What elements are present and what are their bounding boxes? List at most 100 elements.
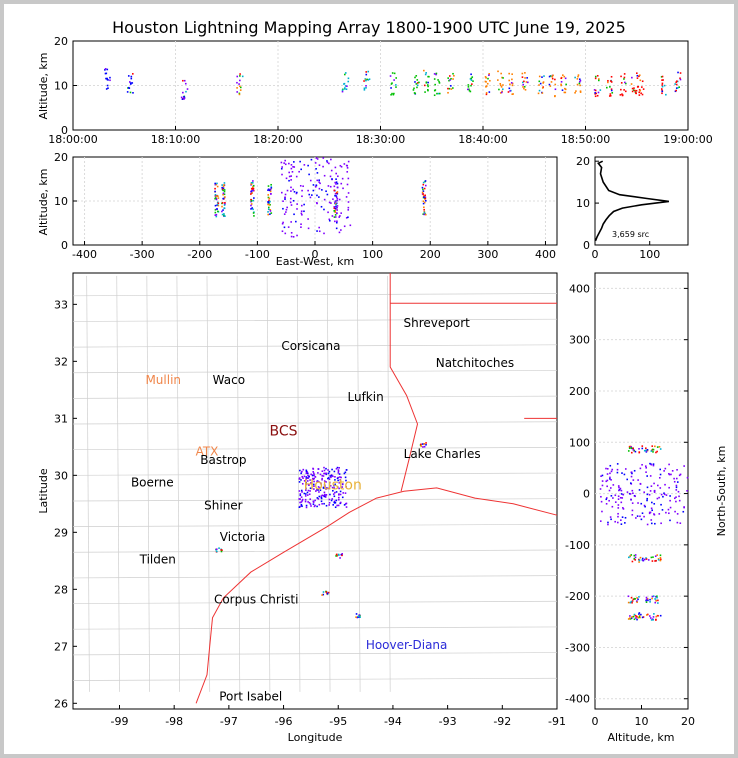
time-source-point: [594, 75, 597, 78]
ew-source-point: [332, 198, 334, 200]
ew-source-point: [251, 187, 254, 190]
ns-source-point: [601, 480, 604, 482]
time-source-point: [395, 84, 397, 86]
ew-source-point: [334, 220, 336, 223]
ns-source-point: [650, 507, 653, 510]
time-source-point: [640, 92, 642, 95]
time-source-point: [497, 70, 499, 73]
time-source-point: [488, 73, 490, 75]
ns-source-point: [641, 463, 643, 466]
time-source-point: [427, 81, 429, 84]
north-south-panel: Altitude, km North-South, km: [594, 272, 728, 744]
map-source-point: [321, 594, 323, 596]
time-y-tick-label: 20: [54, 35, 68, 48]
ew-source-point: [314, 186, 317, 188]
county-boundary: [72, 549, 558, 553]
ns-source-point: [678, 495, 680, 498]
ew-source-point: [301, 195, 303, 198]
ns-source-point: [654, 445, 656, 448]
time-source-point: [363, 89, 366, 91]
time-source-point: [594, 77, 597, 80]
ew-source-point: [318, 230, 321, 233]
time-source-point: [641, 80, 644, 83]
time-source-point: [560, 84, 562, 87]
ns-source-point: [640, 502, 643, 505]
ew-source-point: [214, 182, 216, 185]
ew-source-point: [214, 214, 217, 216]
ns-source-point: [606, 473, 609, 475]
ew-source-point: [214, 194, 217, 196]
ew-source-point: [284, 198, 286, 200]
ew-source-point: [336, 205, 339, 207]
time-source-point: [610, 89, 613, 92]
ew-source-point: [309, 196, 312, 199]
ew-source-point: [284, 193, 287, 196]
time-source-point: [507, 91, 510, 93]
ns-source-point: [655, 615, 658, 618]
time-source-point: [661, 82, 664, 85]
map-source-point: [332, 489, 334, 492]
time-source-point: [679, 72, 682, 74]
ew-source-point: [217, 210, 219, 213]
time-source-point: [564, 87, 566, 90]
ew-source-point: [221, 205, 223, 208]
ns-source-point: [638, 559, 641, 561]
time-source-point: [576, 78, 579, 80]
time-source-point: [552, 74, 554, 77]
time-source-point: [620, 75, 622, 78]
time-source-point: [470, 84, 472, 87]
time-source-point: [527, 81, 529, 84]
ns-source-point: [658, 513, 661, 515]
time-source-point: [674, 83, 676, 85]
time-source-point: [660, 88, 663, 90]
time-source-point: [679, 78, 682, 81]
time-source-point: [548, 75, 551, 78]
county-boundary: [72, 626, 558, 630]
ns-source-point: [627, 595, 630, 598]
ew-source-point: [269, 190, 272, 193]
map-source-point: [327, 469, 329, 471]
ns-source-point: [643, 449, 646, 452]
ew-source-point: [302, 185, 304, 188]
ew-source-point: [307, 189, 309, 192]
time-source-point: [576, 83, 579, 86]
map-source-point: [320, 500, 323, 503]
ew-source-point: [333, 189, 336, 192]
map-source-point: [325, 467, 327, 470]
map-source-point: [341, 554, 343, 557]
ns-source-point: [655, 559, 657, 562]
ns-source-point: [658, 445, 661, 448]
ew-source-point: [221, 188, 224, 191]
ew-source-point: [347, 201, 350, 203]
time-source-point: [665, 93, 667, 96]
map-source-point: [318, 487, 321, 489]
time-source-point: [631, 76, 633, 79]
ew-source-point: [290, 179, 292, 181]
time-source-point: [423, 69, 425, 72]
time-source-point: [678, 86, 680, 88]
time-source-point: [638, 89, 641, 91]
ew-source-point: [424, 180, 427, 182]
ew-x-tick-label: 400: [535, 248, 556, 261]
ew-source-point: [335, 195, 338, 197]
ns-source-point: [619, 496, 622, 499]
time-source-point: [367, 70, 370, 73]
ew-source-point: [330, 169, 333, 172]
map-source-point: [305, 476, 308, 478]
county-boundary: [296, 275, 301, 692]
ew-source-point: [301, 189, 303, 192]
ew-source-point: [293, 166, 296, 168]
ns-source-point: [678, 474, 681, 477]
time-source-point: [427, 85, 429, 88]
map-source-point: [305, 478, 307, 480]
time-source-point: [413, 87, 415, 90]
map-source-point: [326, 487, 328, 489]
map-source-point: [328, 502, 331, 504]
ns-source-point: [668, 463, 670, 466]
map-source-point: [310, 473, 312, 476]
time-source-point: [343, 88, 346, 90]
ns-source-point: [631, 560, 634, 563]
ns-source-point: [637, 479, 639, 481]
figure-frame: Houston Lightning Mapping Array 1800-190…: [4, 4, 734, 754]
ew-source-point: [216, 182, 218, 185]
